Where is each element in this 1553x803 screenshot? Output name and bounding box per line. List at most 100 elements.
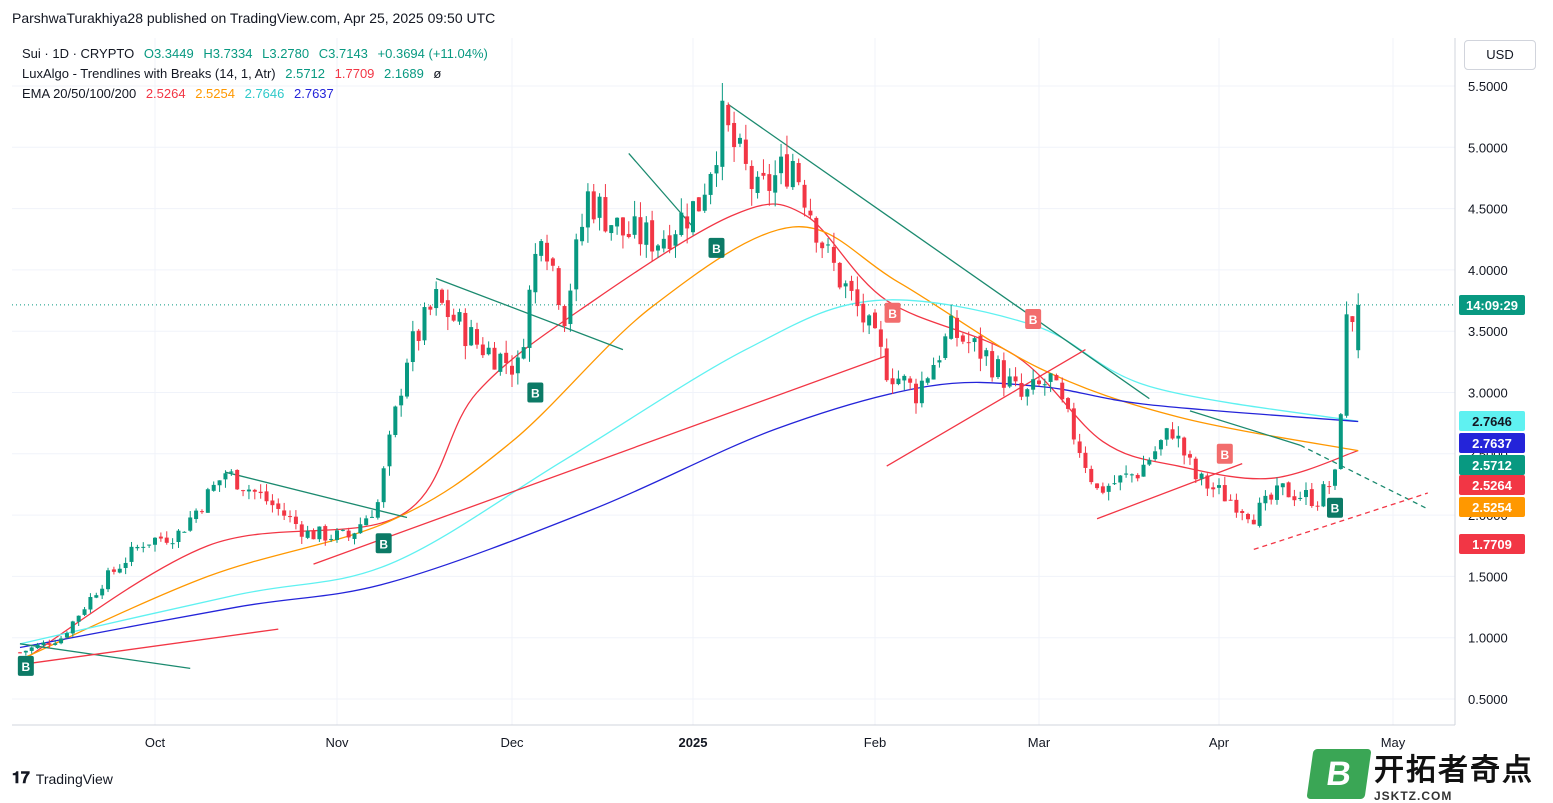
candle-up bbox=[937, 360, 942, 363]
trendline-up bbox=[1253, 492, 1429, 551]
candle-down bbox=[1327, 486, 1332, 488]
candle-up bbox=[469, 327, 474, 346]
trendline-down bbox=[19, 643, 191, 669]
price-label-box bbox=[1459, 534, 1525, 554]
ind1-value1: 2.5712 bbox=[285, 66, 326, 81]
break-label-bear: B bbox=[1216, 443, 1233, 464]
candle-down bbox=[556, 268, 561, 305]
candle-up bbox=[919, 380, 924, 404]
price-label-text: 2.7646 bbox=[1472, 414, 1512, 429]
candle-down bbox=[111, 569, 116, 572]
candle-down bbox=[808, 210, 813, 216]
break-label-bull: B bbox=[17, 655, 34, 676]
price-label: 1.7709 bbox=[1459, 534, 1525, 554]
ema20-value: 2.5264 bbox=[145, 86, 186, 101]
candle-down bbox=[1095, 483, 1100, 489]
legend-indicator1-row[interactable]: LuxAlgo - Trendlines with Breaks (14, 1,… bbox=[22, 64, 494, 84]
tradingview-brand[interactable]: 𝟏𝟕 TradingView bbox=[12, 770, 113, 788]
candle-down bbox=[510, 365, 514, 375]
candle-up bbox=[580, 226, 585, 242]
break-label-text: B bbox=[531, 387, 540, 401]
break-label-bull: B bbox=[527, 382, 544, 403]
candle-up bbox=[434, 289, 439, 309]
candle-up bbox=[370, 516, 374, 518]
break-label-box bbox=[527, 382, 544, 403]
y-tick-label: 0.5000 bbox=[1468, 692, 1508, 707]
break-label-text: B bbox=[1331, 502, 1340, 516]
y-tick-label: 4.5000 bbox=[1468, 202, 1508, 217]
candle-down bbox=[667, 235, 672, 250]
break-label-box bbox=[375, 533, 392, 554]
candle-up bbox=[1124, 473, 1129, 475]
candle-down bbox=[1234, 499, 1239, 513]
candle-down bbox=[1315, 505, 1320, 507]
legend-symbol-row[interactable]: Sui · 1D · CRYPTO O3.3449 H3.7334 L3.278… bbox=[22, 44, 494, 64]
candle-down bbox=[966, 342, 971, 344]
break-label-text: B bbox=[379, 537, 388, 551]
price-label-text: 14:09:29 bbox=[1466, 298, 1518, 313]
ema-line-ema-200 bbox=[19, 381, 1359, 649]
candle-up bbox=[29, 647, 34, 651]
candle-up bbox=[1263, 495, 1268, 504]
candle-up bbox=[422, 307, 427, 341]
candle-down bbox=[1071, 408, 1076, 440]
candle-up bbox=[1106, 485, 1111, 492]
candle-up bbox=[521, 347, 526, 359]
low-value: L3.2780 bbox=[262, 46, 310, 61]
candle-up bbox=[585, 191, 590, 228]
candle-down bbox=[17, 652, 22, 654]
candle-down bbox=[276, 503, 281, 509]
candle-up bbox=[826, 244, 831, 246]
candle-up bbox=[1199, 473, 1204, 479]
candle-down bbox=[492, 347, 497, 370]
y-tick-label: 1.5000 bbox=[1468, 569, 1508, 584]
price-label-text: 2.7637 bbox=[1472, 436, 1512, 451]
y-tick-label: 4.0000 bbox=[1468, 263, 1508, 278]
candle-up bbox=[597, 196, 602, 218]
tradingview-logo-icon: 𝟏𝟕 bbox=[12, 770, 30, 787]
candle-down bbox=[199, 511, 204, 513]
candle-down bbox=[282, 510, 287, 516]
candle-up bbox=[708, 173, 713, 195]
candle-up bbox=[972, 338, 977, 343]
candle-down bbox=[463, 312, 468, 347]
candle-down bbox=[1001, 360, 1006, 388]
candle-down bbox=[252, 489, 257, 492]
candle-down bbox=[1269, 494, 1274, 500]
candle-up bbox=[1158, 440, 1163, 450]
candle-up bbox=[229, 471, 234, 473]
candle-up bbox=[129, 546, 134, 562]
candle-up bbox=[364, 518, 369, 526]
currency-button[interactable]: USD bbox=[1464, 40, 1536, 70]
candle-down bbox=[726, 104, 731, 126]
candle-down bbox=[802, 184, 807, 208]
candle-down bbox=[784, 154, 789, 187]
candle-up bbox=[410, 331, 415, 363]
candle-up bbox=[655, 245, 660, 251]
candle-down bbox=[1251, 519, 1256, 525]
candle-down bbox=[749, 165, 754, 190]
candle-down bbox=[1083, 452, 1088, 468]
candle-down bbox=[955, 317, 959, 338]
candle-up bbox=[515, 357, 520, 374]
candle-down bbox=[1246, 513, 1250, 520]
candle-up bbox=[358, 524, 363, 534]
candle-down bbox=[164, 537, 169, 543]
candle-down bbox=[1205, 475, 1210, 489]
candle-down bbox=[814, 217, 819, 243]
price-label: 2.5254 bbox=[1459, 497, 1525, 517]
candle-up bbox=[1257, 502, 1262, 526]
candle-down bbox=[264, 491, 269, 502]
candle-down bbox=[440, 289, 444, 303]
candle-up bbox=[1298, 497, 1303, 499]
candle-up bbox=[1321, 484, 1326, 507]
trendline-down bbox=[727, 103, 1150, 400]
price-label: 14:09:29 bbox=[1459, 295, 1525, 315]
indicator1-name: LuxAlgo - Trendlines with Breaks (14, 1,… bbox=[22, 66, 276, 81]
candle-up bbox=[755, 176, 760, 193]
candle-up bbox=[88, 597, 93, 610]
legend-indicator2-row[interactable]: EMA 20/50/100/200 2.5264 2.5254 2.7646 2… bbox=[22, 84, 494, 104]
candle-up bbox=[1112, 483, 1117, 485]
ema100-value: 2.7646 bbox=[244, 86, 285, 101]
